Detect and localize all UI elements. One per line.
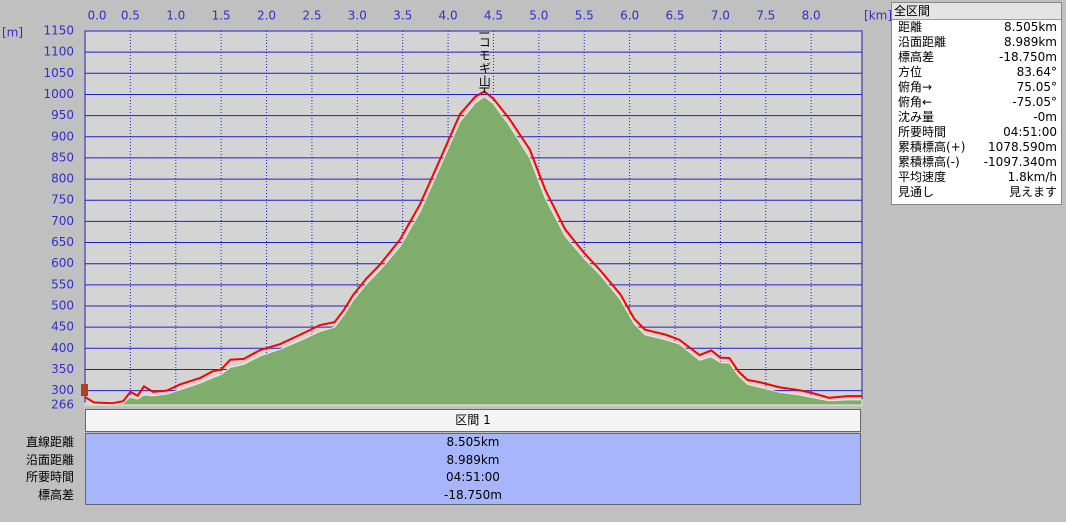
section-value: 8.505km — [446, 435, 500, 449]
y-tick-label: 850 — [51, 150, 74, 164]
y-tick-label: 650 — [51, 235, 74, 249]
summary-row: 平均速度 1.8km/h — [892, 170, 1061, 185]
summary-label: 沈み量 — [898, 110, 935, 124]
y-tick-label: 350 — [51, 362, 74, 376]
summary-value: 04:51:00 — [1003, 125, 1057, 139]
x-tick-label: 5.5 — [575, 9, 594, 23]
y-tick-label: 900 — [51, 129, 74, 143]
y-tick-label: 400 — [51, 341, 74, 355]
section-label: 標高差 — [37, 487, 74, 502]
summary-value: 8.505km — [1004, 20, 1057, 34]
summary-value: 83.64° — [1016, 65, 1057, 79]
summary-row: 累積標高(-) -1097.340m — [892, 155, 1061, 170]
summary-label: 累積標高(-) — [898, 155, 960, 169]
summary-row: 所要時間 04:51:00 — [892, 125, 1061, 140]
x-tick-label: 4.5 — [484, 9, 503, 23]
y-unit: [m] — [2, 26, 23, 40]
summary-value: -1097.340m — [983, 155, 1057, 169]
y-tick-label: 1000 — [43, 87, 74, 101]
y-tick-label: 1150 — [43, 24, 74, 38]
summary-panel: 全区間 距離 8.505km 沿面距離 8.989km 標高差 -18.750m 方位 83.6… — [891, 2, 1062, 205]
x-tick-label: 0.5 — [121, 9, 140, 23]
summary-row: 標高差 -18.750m — [892, 50, 1061, 65]
section-value: 8.989km — [446, 452, 500, 467]
section-label: 沿面距離 — [25, 452, 74, 467]
x-tick-label: 6.5 — [665, 9, 684, 23]
summary-value: -18.750m — [998, 50, 1057, 64]
y-tick-label: 700 — [51, 214, 74, 228]
route-line — [84, 90, 862, 405]
y-tick-label: 600 — [51, 256, 74, 270]
x-tick-label: 7.0 — [711, 9, 730, 23]
y-tick-label: 1100 — [43, 45, 74, 59]
section-value: -18.750m — [443, 487, 502, 502]
summary-label: 方位 — [898, 65, 923, 79]
summary-value: 見えます — [1008, 185, 1057, 199]
summary-value: 1.8km/h — [1007, 170, 1057, 184]
x-tick-label: 5.0 — [529, 9, 548, 23]
summary-row: 方位 83.64° — [892, 65, 1061, 80]
section-label: 直線距離 — [25, 435, 74, 449]
summary-label: 標高差 — [898, 50, 935, 64]
y-tick-label: 500 — [51, 299, 74, 313]
summary-row: 俯角← -75.05° — [892, 95, 1061, 110]
summary-value: 8.989km — [1004, 35, 1057, 49]
y-tick-label: 300 — [51, 383, 74, 397]
summary-row: 見通し 見えます — [892, 185, 1061, 200]
y-tick-label: 266 — [51, 398, 74, 412]
summary-row: 沿面距離 8.989km — [892, 35, 1061, 50]
x-tick-label: 3.0 — [348, 9, 367, 23]
summary-label: 俯角← — [898, 95, 933, 109]
summary-value: 75.05° — [1016, 80, 1057, 94]
x-tick-label: 4.0 — [439, 9, 458, 23]
start-marker — [81, 384, 88, 396]
x-unit: [km] — [864, 9, 892, 23]
summary-label: 平均速度 — [898, 170, 947, 184]
summary-label: 所要時間 — [898, 125, 947, 139]
y-tick-label: 550 — [51, 277, 74, 291]
y-tick-label: 800 — [51, 172, 74, 186]
x-tick-label: 2.5 — [302, 9, 321, 23]
section-value: 04:51:00 — [446, 470, 500, 484]
summary-label: 沿面距離 — [898, 35, 947, 49]
summary-value: -0m — [1033, 110, 1057, 124]
x-tick-label: 2.0 — [257, 9, 276, 23]
summary-value: -75.05° — [1012, 95, 1057, 109]
summary-row: 沈み量 -0m — [892, 110, 1061, 125]
section-label: 所要時間 — [25, 470, 74, 484]
x-tick-label: 8.0 — [802, 9, 821, 23]
x-tick-label: 3.5 — [393, 9, 412, 23]
summary-label: 俯角→ — [898, 80, 933, 94]
y-tick-label: 450 — [51, 320, 74, 334]
summary-value: 1078.590m — [988, 140, 1057, 154]
peak-label: コモギ山 — [477, 36, 491, 88]
x-tick-label: 0.0 — [87, 9, 106, 23]
x-tick-label: 1.5 — [212, 9, 231, 23]
y-tick-label: 1050 — [43, 66, 74, 80]
x-tick-label: 7.5 — [756, 9, 775, 23]
section-header[interactable]: 区間 1 — [85, 409, 861, 432]
x-tick-label: 1.0 — [166, 9, 185, 23]
x-tick-label: 6.0 — [620, 9, 639, 23]
summary-row: 俯角→ 75.05° — [892, 80, 1061, 95]
y-tick-label: 750 — [51, 193, 74, 207]
summary-title: 全区間 — [892, 3, 1061, 20]
summary-label: 累積標高(+) — [898, 140, 966, 154]
summary-row: 累積標高(+) 1078.590m — [892, 140, 1061, 155]
summary-label: 距離 — [898, 20, 923, 34]
summary-label: 見通し — [898, 185, 935, 199]
terrain-area — [84, 95, 863, 406]
section-table: 8.505km 8.989km 04:51:00 -18.750m — [85, 433, 861, 505]
y-tick-label: 950 — [51, 108, 74, 122]
summary-row: 距離 8.505km — [892, 20, 1061, 35]
